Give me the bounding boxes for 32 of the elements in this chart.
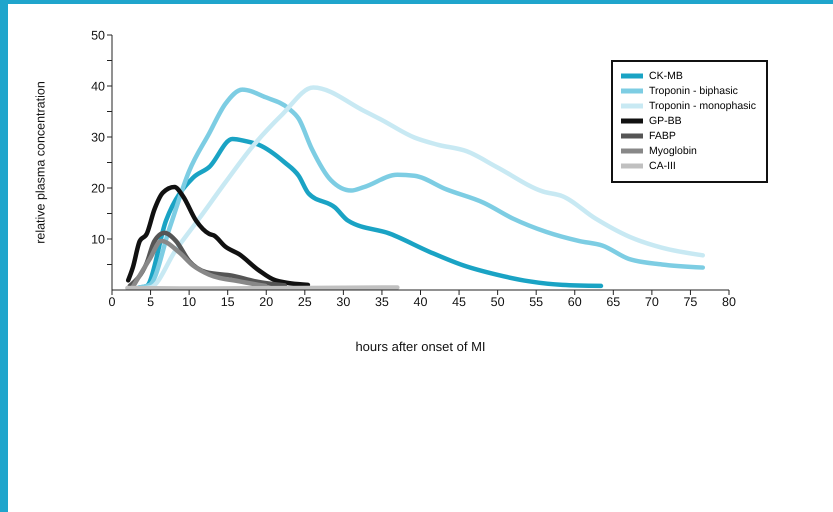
x-tick-label: 60 bbox=[568, 294, 582, 309]
x-tick-label: 40 bbox=[414, 294, 428, 309]
x-tick-label: 50 bbox=[490, 294, 505, 309]
x-axis-title: hours after onset of MI bbox=[355, 339, 486, 354]
y-tick-label: 30 bbox=[91, 130, 106, 144]
x-tick-label: 70 bbox=[644, 294, 659, 309]
x-tick-label: 15 bbox=[220, 294, 235, 309]
x-tick-label: 10 bbox=[182, 294, 196, 309]
y-axis-title: relative plasma concentration bbox=[33, 81, 48, 244]
x-tick-label: 80 bbox=[722, 294, 736, 309]
legend-label: Myoglobin bbox=[649, 144, 697, 156]
x-tick-label: 55 bbox=[529, 294, 544, 309]
line-series bbox=[126, 184, 310, 288]
legend-label: CK-MB bbox=[649, 70, 683, 82]
y-tick-label: 40 bbox=[91, 79, 106, 94]
x-tick-label: 20 bbox=[259, 294, 274, 309]
x-tick-label: 5 bbox=[147, 294, 154, 309]
legend-label: FABP bbox=[649, 130, 676, 142]
x-tick-label: 0 bbox=[108, 294, 116, 309]
x-tick-label: 35 bbox=[374, 294, 389, 309]
y-tick-label: 10 bbox=[91, 232, 106, 246]
legend-label: Troponin - biphasic bbox=[649, 84, 738, 96]
legend-label: GP-BB bbox=[649, 114, 682, 126]
x-tick-label: 25 bbox=[298, 294, 312, 309]
x-tick-label: 45 bbox=[452, 294, 466, 309]
legend-label: Troponin - monophasic bbox=[649, 100, 756, 112]
x-tick-label: 65 bbox=[606, 294, 620, 309]
legend-label: CA-III bbox=[649, 160, 676, 172]
y-tick-label: 50 bbox=[91, 28, 106, 42]
y-tick-label: 20 bbox=[91, 181, 106, 196]
x-tick-label: 30 bbox=[336, 294, 350, 309]
x-tick-label: 75 bbox=[683, 294, 698, 309]
